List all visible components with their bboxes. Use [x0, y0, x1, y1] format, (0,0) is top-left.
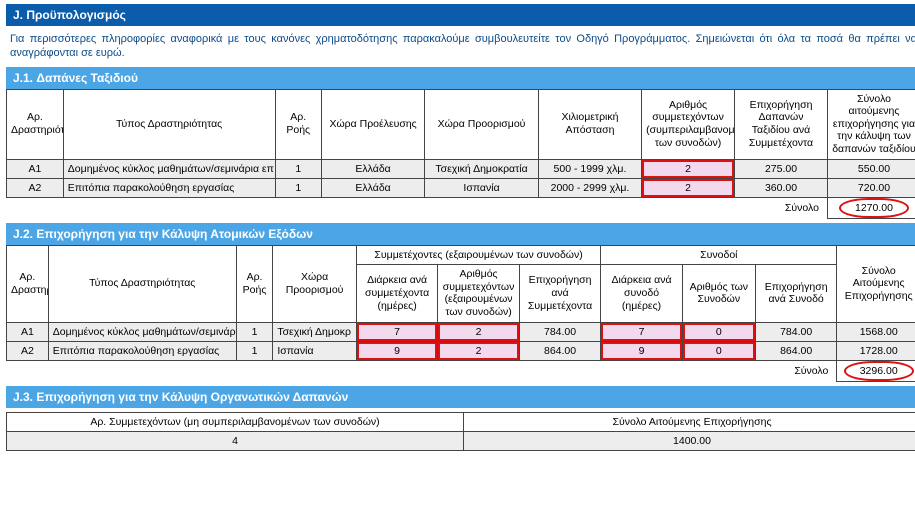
cell: A1 [7, 322, 49, 341]
cell: 1 [275, 159, 321, 178]
cell-highlight: 7 [601, 322, 682, 341]
cell: 1728.00 [837, 341, 915, 360]
cell: Ελλάδα [321, 178, 424, 197]
j2-title: J.2. Επιχορήγηση για την Κάλυψη Ατομικών… [6, 223, 915, 245]
cell: 864.00 [519, 341, 601, 360]
j1-table: Αρ. Δραστηριότητας Τύπος Δραστηριότητας … [6, 89, 915, 219]
j2-table: Αρ. Δραστηριότητας Τύπος Δραστηριότητας … [6, 245, 915, 382]
j1-total-row: Σύνολο 1270.00 [7, 197, 915, 218]
j1-h5: Χιλιομετρική Απόσταση [538, 89, 641, 159]
j2-group1: Συμμετέχοντες (εξαιρουμένων των συνοδών) [356, 245, 600, 265]
cell: 4 [7, 432, 464, 451]
cell: 720.00 [827, 178, 915, 197]
cell-highlight: 2 [438, 341, 519, 360]
section-j-title: J. Προϋπολογισμός [6, 4, 915, 26]
j2-h3: Χώρα Προορισμού [273, 245, 357, 322]
j2-h0: Αρ. Δραστηριότητας [7, 245, 49, 322]
j2-h4: Διάρκεια ανά συμμετέχοντα (ημέρες) [356, 265, 437, 322]
cell: 784.00 [755, 322, 837, 341]
table-row: A2 Επιτόπια παρακολούθηση εργασίας 1 Ελλ… [7, 178, 915, 197]
cell: A1 [7, 159, 64, 178]
cell: 550.00 [827, 159, 915, 178]
j1-h2: Αρ. Ροής [275, 89, 321, 159]
j1-h1: Τύπος Δραστηριότητας [63, 89, 275, 159]
cell: 360.00 [735, 178, 828, 197]
j1-total-label: Σύνολο [7, 197, 828, 218]
j2-h8: Αριθμός των Συνοδών [682, 265, 755, 322]
cell: Τσεχική Δημοκρ [273, 322, 357, 341]
j1-h4: Χώρα Προορισμού [425, 89, 539, 159]
cell: Ισπανία [273, 341, 357, 360]
cell: 1400.00 [464, 432, 915, 451]
section-j-intro: Για περισσότερες πληροφορίες αναφορικά μ… [6, 26, 915, 67]
j1-title: J.1. Δαπάνες Ταξιδιού [6, 67, 915, 89]
j2-total-label: Σύνολο [7, 360, 837, 381]
cell-highlight: 2 [438, 322, 519, 341]
j2-h5: Αριθμός συμμετεχόντων (εξαιρουμένων των … [438, 265, 519, 322]
j2-group2: Συνοδοί [601, 245, 837, 265]
cell-highlight: 7 [356, 322, 437, 341]
j2-h10: Σύνολο Αιτούμενης Επιχορήγησης [837, 245, 915, 322]
cell-highlight: 2 [642, 159, 735, 178]
cell: 1 [236, 341, 273, 360]
j1-h6: Αριθμός συμμετεχόντων (συμπεριλαμβανομέν… [642, 89, 735, 159]
cell: 1 [275, 178, 321, 197]
j2-h7: Διάρκεια ανά συνοδό (ημέρες) [601, 265, 682, 322]
j2-total-value: 3296.00 [837, 360, 915, 381]
cell-highlight: 9 [356, 341, 437, 360]
cell: Τσεχική Δημοκρατία [425, 159, 539, 178]
cell: 275.00 [735, 159, 828, 178]
j2-h2: Αρ. Ροής [236, 245, 273, 322]
cell: Ισπανία [425, 178, 539, 197]
cell: A2 [7, 178, 64, 197]
cell: 1568.00 [837, 322, 915, 341]
cell: Επιτόπια παρακολούθηση εργασίας [63, 178, 275, 197]
j3-h0: Αρ. Συμμετεχόντων (μη συμπεριλαμβανομένω… [7, 412, 464, 432]
cell: Δομημένος κύκλος μαθημάτων/σεμινάρια επ [63, 159, 275, 178]
cell-highlight: 9 [601, 341, 682, 360]
j2-h1: Τύπος Δραστηριότητας [48, 245, 236, 322]
j3-table: Αρ. Συμμετεχόντων (μη συμπεριλαμβανομένω… [6, 412, 915, 452]
cell: Ελλάδα [321, 159, 424, 178]
cell-highlight: 0 [682, 322, 755, 341]
cell: Δομημένος κύκλος μαθημάτων/σεμινάρια ε [48, 322, 236, 341]
cell-highlight: 0 [682, 341, 755, 360]
table-row: 4 1400.00 [7, 432, 915, 451]
j1-total-value: 1270.00 [827, 197, 915, 218]
cell: Επιτόπια παρακολούθηση εργασίας [48, 341, 236, 360]
cell: 2000 - 2999 χλμ. [538, 178, 641, 197]
cell: 784.00 [519, 322, 601, 341]
j2-total-row: Σύνολο 3296.00 [7, 360, 915, 381]
table-row: A2 Επιτόπια παρακολούθηση εργασίας 1 Ισπ… [7, 341, 915, 360]
cell: 500 - 1999 χλμ. [538, 159, 641, 178]
j1-h3: Χώρα Προέλευσης [321, 89, 424, 159]
j2-h6: Επιχορήγηση ανά Συμμετέχοντα [519, 265, 601, 322]
j1-h0: Αρ. Δραστηριότητας [7, 89, 64, 159]
j3-title: J.3. Επιχορήγηση για την Κάλυψη Οργανωτι… [6, 386, 915, 408]
table-row: A1 Δομημένος κύκλος μαθημάτων/σεμινάρια … [7, 322, 915, 341]
j1-h7: Επιχορήγηση Δαπανών Ταξιδίου ανά Συμμετέ… [735, 89, 828, 159]
cell: A2 [7, 341, 49, 360]
j1-h8: Σύνολο αιτούμενης επιχορήγησης για την κ… [827, 89, 915, 159]
cell: 864.00 [755, 341, 837, 360]
cell-highlight: 2 [642, 178, 735, 197]
table-row: A1 Δομημένος κύκλος μαθημάτων/σεμινάρια … [7, 159, 915, 178]
j3-h1: Σύνολο Αιτούμενης Επιχορήγησης [464, 412, 915, 432]
cell: 1 [236, 322, 273, 341]
j2-h9: Επιχορήγηση ανά Συνοδό [755, 265, 837, 322]
